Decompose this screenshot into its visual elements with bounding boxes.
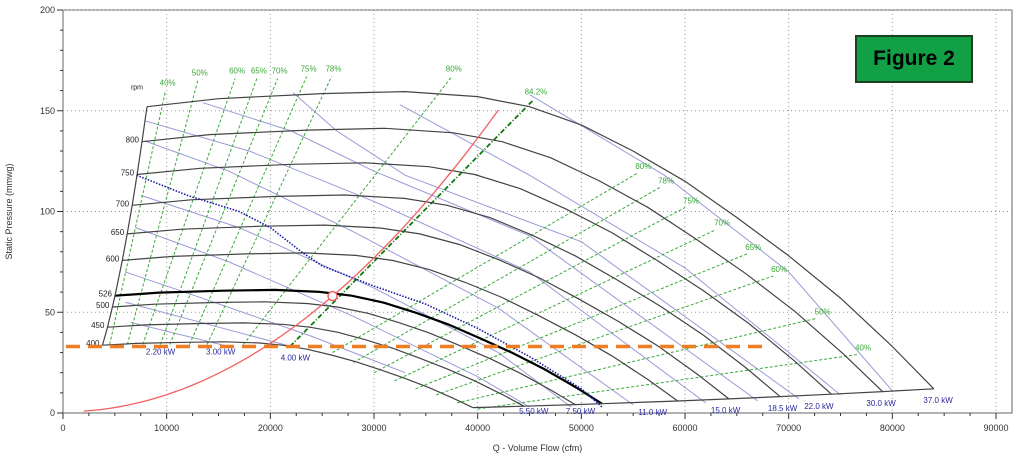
x-tick-label: 10000 — [154, 423, 179, 433]
operating-point — [327, 290, 338, 302]
y-tick-label: 0 — [50, 408, 55, 418]
bottom-boundary — [472, 388, 934, 409]
min-efficiency-curve — [136, 174, 603, 408]
x-tick-label: 0 — [60, 423, 65, 433]
rpm-label: 750 — [121, 169, 135, 178]
power-label: 7.50 kW — [566, 407, 596, 416]
efficiency-line — [456, 317, 817, 404]
y-tick-label: 200 — [40, 5, 55, 15]
power-line — [125, 271, 406, 374]
efficiency-label: 50% — [192, 69, 208, 78]
power-line — [202, 102, 758, 402]
power-label: 18.5 kW — [768, 404, 798, 413]
rpm-label: 650 — [111, 228, 125, 237]
y-tick-label: 50 — [45, 307, 55, 317]
power-line — [144, 140, 634, 406]
speed-curve — [122, 252, 679, 402]
power-line — [125, 301, 292, 347]
efficiency-label: 70% — [272, 67, 288, 76]
efficiency-line — [436, 275, 774, 396]
x-tick-label: 60000 — [672, 423, 697, 433]
efficiency-label: 70% — [714, 219, 730, 228]
efficiency-label: 78% — [658, 176, 674, 185]
efficiency-label: 75% — [301, 64, 317, 73]
efficiency-label: 78% — [325, 64, 341, 73]
efficiency-label: 40% — [160, 79, 176, 88]
x-axis-label: Q - Volume Flow (cfm) — [493, 443, 583, 453]
power-label: 11.0 kW — [638, 408, 667, 417]
efficiency-label: 80% — [446, 64, 462, 73]
power-label: 37.0 kW — [923, 396, 953, 405]
efficiency-line — [206, 76, 332, 345]
efficiency-line — [126, 80, 199, 345]
rpm-label: 800 — [126, 136, 140, 145]
efficiency-line — [353, 186, 661, 364]
left-boundary — [101, 106, 148, 346]
speed-curve — [102, 341, 474, 409]
y-axis-label: Static Pressure (mmwg) — [4, 163, 14, 259]
power-line — [399, 104, 841, 396]
power-label: 22.0 kW — [804, 402, 834, 411]
efficiency-line — [243, 76, 453, 345]
power-label: 30.0 kW — [866, 399, 896, 408]
x-tick-label: 40000 — [465, 423, 490, 433]
speed-curve — [114, 288, 603, 405]
peak-efficiency-line — [289, 100, 534, 348]
speed-curve — [146, 90, 935, 390]
power-line — [135, 227, 530, 408]
efficiency-label: 50% — [815, 307, 831, 316]
power-label: 2.20 kW — [146, 348, 176, 357]
efficiency-line — [142, 78, 236, 345]
x-tick-label: 20000 — [258, 423, 283, 433]
efficiency-label: 80% — [635, 162, 651, 171]
peak-efficiency-label: 84.2% — [525, 88, 548, 97]
x-tick-label: 80000 — [880, 423, 905, 433]
rpm-label: 526 — [99, 290, 113, 299]
efficiency-line — [109, 90, 167, 345]
y-tick-label: 150 — [40, 106, 55, 116]
efficiency-label: 65% — [251, 67, 267, 76]
speed-curve — [137, 162, 832, 395]
power-line — [144, 120, 706, 404]
rpm-unit-label: rpm — [131, 85, 143, 92]
x-tick-label: 50000 — [569, 423, 594, 433]
efficiency-label: 60% — [229, 67, 245, 76]
efficiency-label: 40% — [855, 344, 871, 353]
power-line — [292, 92, 800, 400]
rpm-label: 600 — [106, 254, 120, 263]
system-curve — [83, 109, 499, 412]
rpm-label: 700 — [116, 199, 130, 208]
x-tick-label: 90000 — [983, 423, 1008, 433]
power-line — [130, 321, 230, 347]
power-line — [529, 94, 893, 392]
rpm-label: 450 — [91, 321, 105, 330]
figure-label: Figure 2 — [855, 35, 973, 83]
efficiency-line — [169, 78, 279, 345]
efficiency-line — [189, 76, 308, 345]
speed-curve — [141, 127, 884, 393]
efficiency-label: 75% — [683, 196, 699, 205]
efficiency-line — [159, 78, 258, 345]
speed-curve — [132, 194, 781, 398]
efficiency-line — [477, 354, 858, 410]
rpm-label: 400 — [86, 339, 100, 348]
speed-curve — [107, 322, 525, 407]
efficiency-label: 60% — [771, 265, 787, 274]
x-tick-label: 70000 — [776, 423, 801, 433]
rpm-label: 500 — [96, 301, 110, 310]
power-label: 4.00 kW — [281, 354, 311, 363]
efficiency-line — [332, 172, 638, 354]
efficiency-line — [373, 207, 686, 374]
power-label: 5.50 kW — [519, 407, 549, 416]
speed-curve — [112, 301, 576, 406]
efficiency-label: 65% — [745, 243, 761, 252]
x-tick-label: 30000 — [361, 423, 386, 433]
power-label: 15.0 kW — [711, 406, 741, 415]
efficiency-line — [394, 229, 717, 382]
y-tick-label: 100 — [40, 207, 55, 217]
power-label: 3.00 kW — [206, 348, 236, 357]
speed-curve — [127, 224, 730, 400]
